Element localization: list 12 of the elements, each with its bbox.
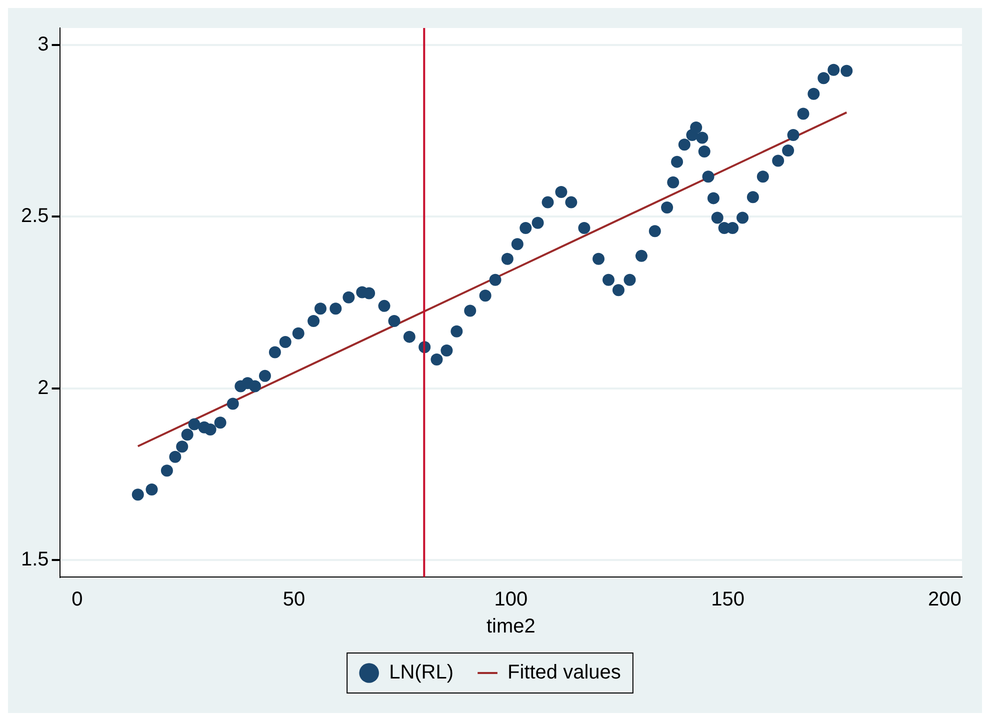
y-tick-label: 2.5 [20,205,49,228]
y-tick-label: 2 [38,376,49,399]
x-tick-label: 0 [72,588,83,611]
legend-label: LN(RL) [389,662,454,684]
x-tick-label: 200 [928,588,962,611]
x-tick-label: 150 [711,588,744,611]
y-tick-label: 3 [38,34,49,56]
legend-label: Fitted values [508,662,621,684]
x-axis-title: time2 [486,616,536,638]
x-tick-label: 50 [282,588,306,611]
x-tick-label: 100 [494,588,528,611]
y-tick-label: 1.5 [20,548,49,570]
